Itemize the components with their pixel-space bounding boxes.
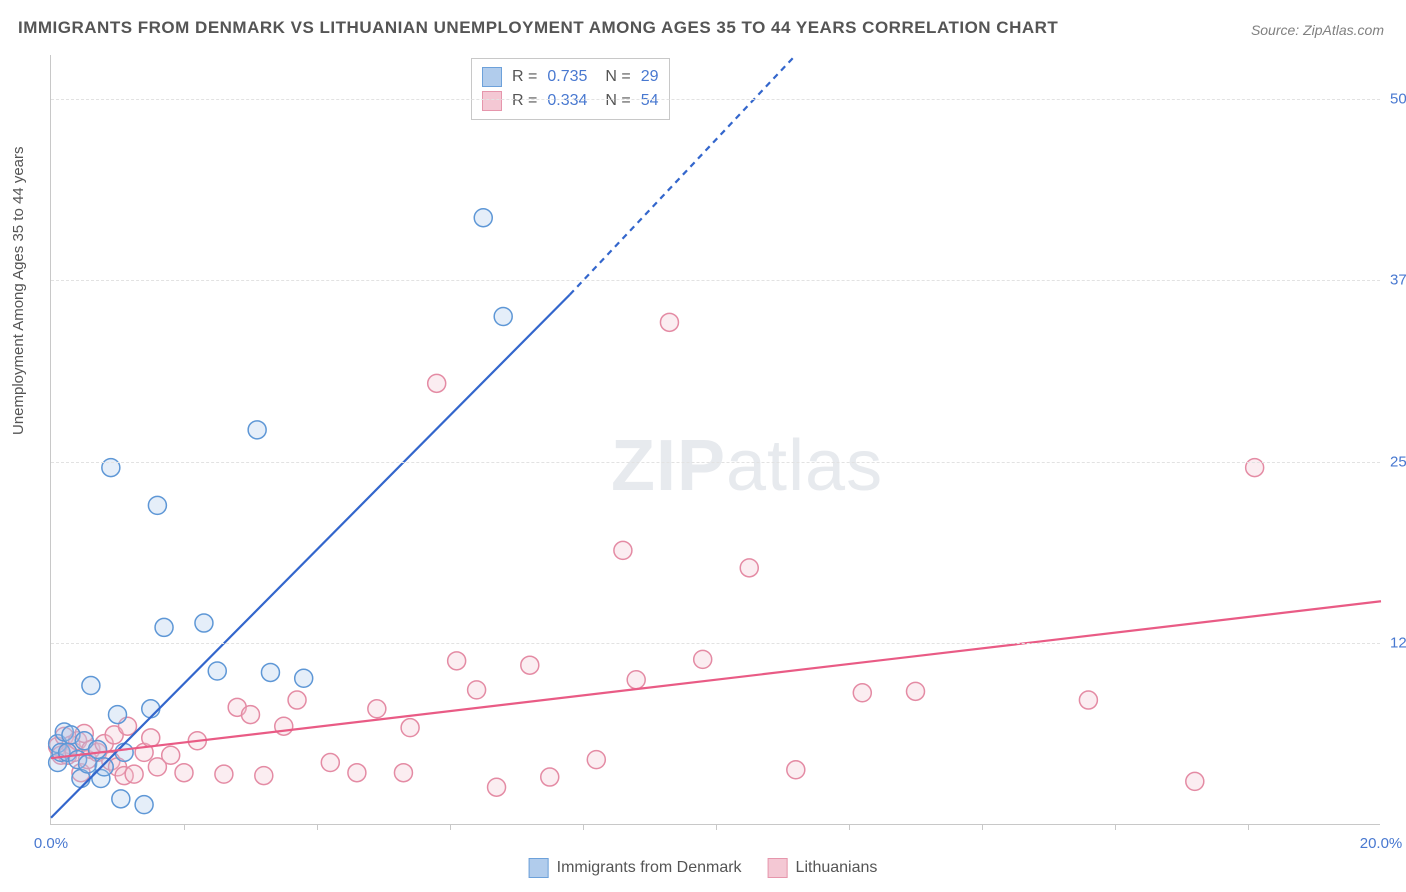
y-tick-label: 37.5% <box>1390 272 1406 289</box>
x-tick-mark <box>184 824 185 830</box>
legend-label: Immigrants from Denmark <box>557 859 742 877</box>
r-label: R = <box>512 68 537 86</box>
x-tick-mark <box>716 824 717 830</box>
gridline-h <box>51 280 1380 281</box>
r-value: 0.735 <box>547 68 587 86</box>
r-value: 0.334 <box>547 92 587 110</box>
x-tick-mark <box>1115 824 1116 830</box>
legend-swatch <box>482 67 502 87</box>
x-tick-mark <box>982 824 983 830</box>
chart-title: IMMIGRANTS FROM DENMARK VS LITHUANIAN UN… <box>18 18 1058 38</box>
n-label: N = <box>605 68 630 86</box>
correlation-legend: R = 0.735 N = 29 R = 0.334 N = 54 <box>471 58 670 120</box>
n-value: 29 <box>641 68 659 86</box>
y-tick-label: 50.0% <box>1390 90 1406 107</box>
legend-swatch <box>768 858 788 878</box>
n-value: 54 <box>641 92 659 110</box>
legend-swatch <box>529 858 549 878</box>
correlation-row: R = 0.334 N = 54 <box>482 89 659 113</box>
legend-label: Lithuanians <box>796 859 878 877</box>
y-tick-label: 12.5% <box>1390 635 1406 652</box>
gridline-h <box>51 462 1380 463</box>
x-tick-mark <box>583 824 584 830</box>
x-tick-label: 0.0% <box>34 835 68 852</box>
legend-item: Immigrants from Denmark <box>529 858 742 878</box>
bottom-legend: Immigrants from Denmark Lithuanians <box>529 858 878 878</box>
gridline-h <box>51 643 1380 644</box>
x-tick-mark <box>450 824 451 830</box>
x-tick-mark <box>849 824 850 830</box>
y-axis-label: Unemployment Among Ages 35 to 44 years <box>10 146 27 435</box>
x-tick-mark <box>1248 824 1249 830</box>
correlation-row: R = 0.735 N = 29 <box>482 65 659 89</box>
legend-swatch <box>482 91 502 111</box>
y-tick-label: 25.0% <box>1390 453 1406 470</box>
legend-item: Lithuanians <box>768 858 878 878</box>
scatter-plot-svg <box>51 55 1380 824</box>
x-tick-label: 20.0% <box>1360 835 1403 852</box>
x-tick-mark <box>317 824 318 830</box>
r-label: R = <box>512 92 537 110</box>
gridline-h <box>51 99 1380 100</box>
source-attribution: Source: ZipAtlas.com <box>1251 22 1384 38</box>
n-label: N = <box>605 92 630 110</box>
chart-plot-area: ZIPatlas R =0.735N =29R =0.334N =54 12.5… <box>50 55 1380 825</box>
